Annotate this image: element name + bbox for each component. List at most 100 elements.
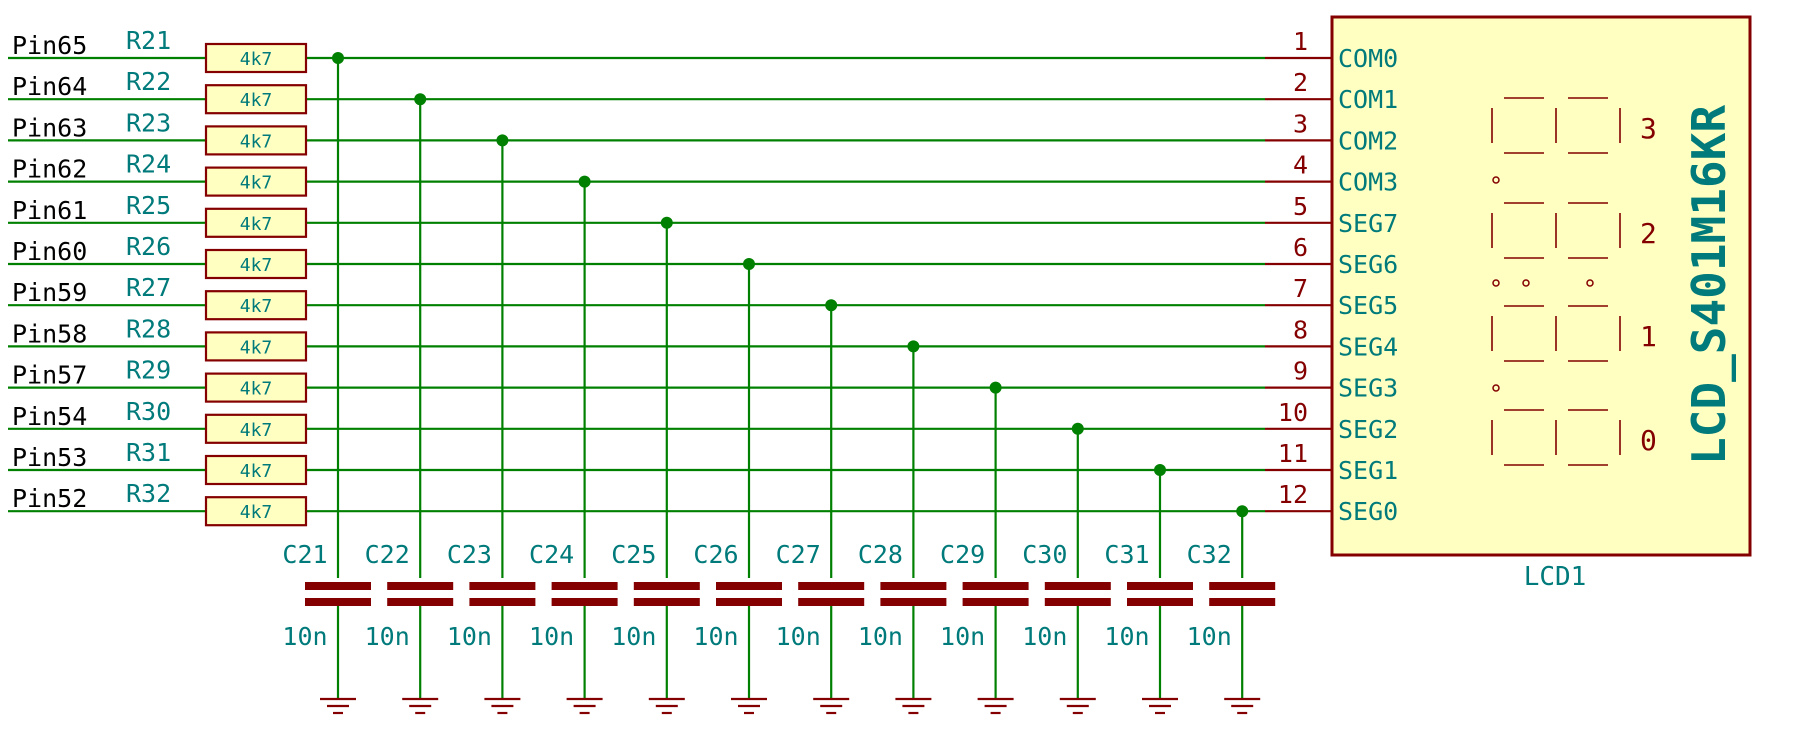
resistor-r25 [204,207,308,238]
capacitor-value: 10n [611,622,656,651]
resistor-r29 [204,372,308,403]
net-label-pin57: Pin57 [12,361,87,390]
resistor-r22 [204,84,308,115]
capacitor-reference: C24 [529,540,574,569]
capacitor-value: 10n [693,622,738,651]
net-label-pin59: Pin59 [12,278,87,307]
net-label-pin65: Pin65 [12,31,87,60]
lcd-pin-number: 3 [1293,109,1308,138]
capacitor-reference: C25 [611,540,656,569]
resistor-reference: R28 [126,314,171,343]
labels-layer: 4k7 R21 Pin65 1 COM0 4k7 R22 Pin64 2 COM1 4k7 R23 Pi… [12,26,1398,651]
resistor-r28 [204,331,308,362]
resistor-r26 [204,248,308,280]
resistor-reference: R31 [126,438,171,467]
lcd-pin-number: 10 [1278,398,1308,427]
capacitor-value: 10n [1104,622,1149,651]
capacitor-value: 10n [447,622,492,651]
lcd-pin-number: 1 [1293,27,1308,56]
net-label-pin54: Pin54 [12,402,87,431]
lcd-pin-number: 9 [1293,357,1308,386]
capacitor-reference: C31 [1104,540,1149,569]
resistor-value: 4k7 [240,131,273,152]
lcd-pin-number: 7 [1293,274,1308,303]
resistor-reference: R30 [126,397,171,426]
resistor-reference: R32 [126,479,171,508]
decimal-point [1522,279,1530,287]
digit-label: 2 [1640,217,1657,250]
resistor-value: 4k7 [240,296,273,317]
resistor-value: 4k7 [240,214,273,235]
junction-dot [1154,464,1166,476]
digit-label: 0 [1640,424,1657,457]
decimal-point [1586,279,1594,287]
resistor-reference: R27 [126,273,171,302]
resistor-r23 [204,125,308,156]
junction-dot [989,381,1002,394]
capacitor-reference: C27 [776,540,821,569]
net-label-pin63: Pin63 [12,113,87,142]
net-label-pin60: Pin60 [12,237,87,266]
junction-dot [743,258,755,270]
junction-dot [496,134,509,147]
junction-dot [660,216,673,229]
decimal-point [1492,176,1500,184]
resistor-value: 4k7 [240,255,273,276]
lcd-pin-name: COM2 [1338,126,1398,155]
resistor-value: 4k7 [240,461,273,482]
junction-dot [825,299,838,312]
lcd-pin-name: SEG1 [1338,456,1398,485]
resistor-r30 [204,413,308,444]
capacitor-reference: C26 [693,540,738,569]
net-label-pin64: Pin64 [12,72,87,101]
lcd-reference: LCD1 [1524,562,1587,592]
lcd-pin-number: 4 [1293,151,1308,180]
junction-dot [1236,505,1249,518]
digit-label: 1 [1640,320,1657,353]
resistor-r32 [204,496,308,527]
lcd-pin-number: 8 [1293,315,1308,344]
decimal-point [1492,279,1500,287]
capacitor-value: 10n [858,622,903,651]
capacitor-value: 10n [282,622,327,651]
lcd-pin-name: SEG5 [1338,291,1398,320]
capacitor-reference: C30 [1022,540,1067,569]
capacitor-value: 10n [1022,622,1067,651]
lcd-pin-number: 5 [1293,192,1308,221]
capacitor-reference: C21 [282,540,327,569]
resistor-reference: R21 [126,26,171,55]
digit-label: 3 [1640,112,1657,145]
lcd-pin-name: SEG7 [1338,209,1398,238]
lcd-pin-number: 6 [1293,233,1308,262]
capacitor-value: 10n [529,622,574,651]
junction-dot [332,52,344,64]
resistor-r21 [204,42,308,74]
lcd-pin-name: SEG3 [1338,374,1398,403]
capacitor-reference: C28 [858,540,903,569]
components-layer [204,42,1332,715]
junction-dot [1071,422,1084,435]
resistor-value: 4k7 [240,173,273,194]
capacitor-value: 10n [1187,622,1232,651]
net-label-pin52: Pin52 [12,484,87,513]
resistor-r24 [204,166,308,197]
lcd-pin-name: SEG2 [1338,415,1398,444]
resistor-value: 4k7 [240,379,273,400]
resistor-r31 [204,454,308,486]
capacitor-reference: C23 [447,540,492,569]
resistor-value: 4k7 [240,420,273,441]
capacitor-value: 10n [776,622,821,651]
lcd-pin-number: 12 [1278,480,1308,509]
lcd-pin-number: 2 [1293,68,1308,97]
lcd-part-name: LCD_S401M16KR [1682,105,1736,465]
capacitor-reference: C29 [940,540,985,569]
net-label-pin62: Pin62 [12,155,87,184]
lcd-pin-name: COM1 [1338,85,1398,114]
wires-layer [8,52,1265,698]
capacitor-reference: C32 [1187,540,1232,569]
lcd-pin-name: SEG6 [1338,250,1398,279]
lcd-pin-name: COM0 [1338,44,1398,73]
resistor-r27 [204,290,308,321]
net-label-pin58: Pin58 [12,319,87,348]
